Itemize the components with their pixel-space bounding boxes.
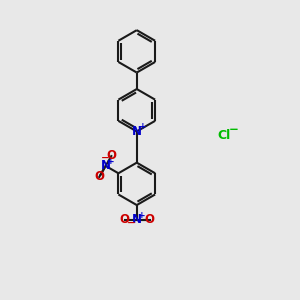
Text: O: O <box>144 213 154 226</box>
Text: −: − <box>127 218 135 228</box>
Text: N: N <box>132 213 142 226</box>
Text: −: − <box>101 153 110 163</box>
Text: O: O <box>107 149 117 162</box>
Text: Cl: Cl <box>217 129 230 142</box>
Text: N: N <box>100 159 111 172</box>
Text: −: − <box>229 123 239 136</box>
Text: N: N <box>132 125 142 138</box>
Text: +: + <box>139 122 146 130</box>
Text: +: + <box>106 157 114 166</box>
Text: O: O <box>94 170 104 183</box>
Text: +: + <box>138 211 145 220</box>
Text: O: O <box>119 213 129 226</box>
